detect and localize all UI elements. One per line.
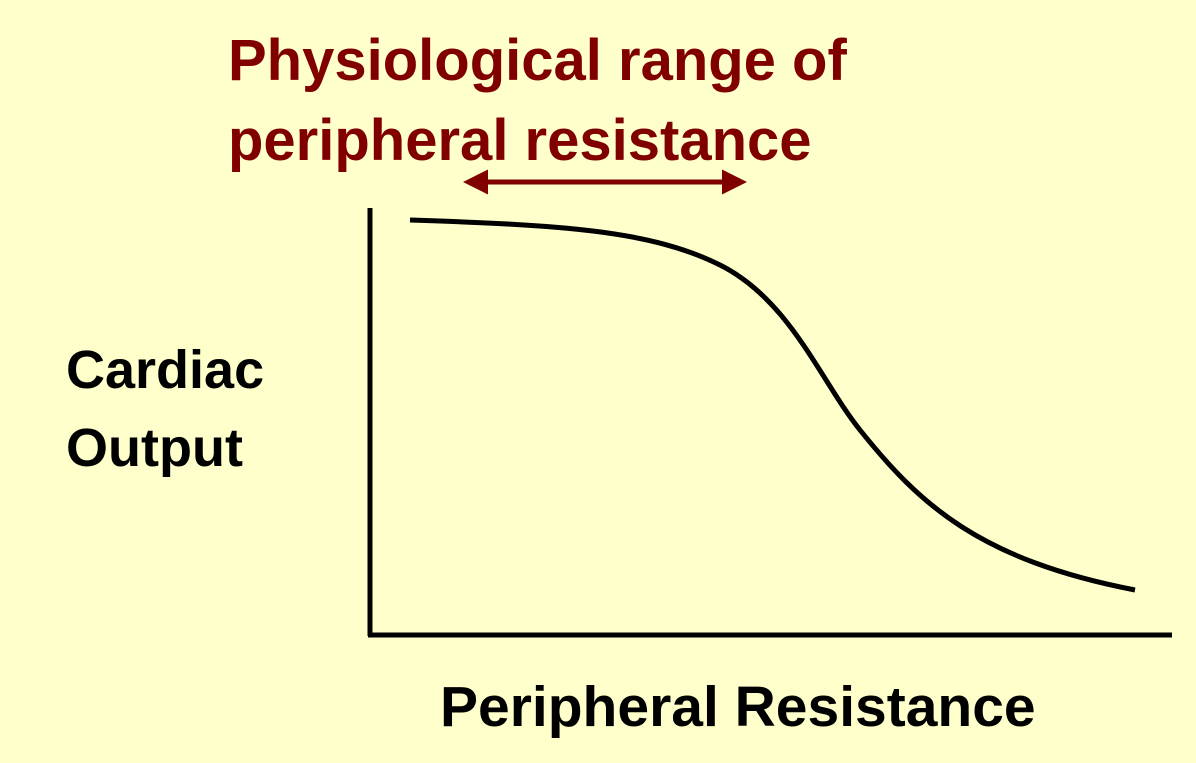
title-line: Physiological range of <box>228 28 847 93</box>
x-label: Peripheral Resistance <box>440 675 1036 739</box>
curve <box>409 217 1136 593</box>
y-label-line: Output <box>66 418 243 478</box>
y-label-line: Cardiac <box>66 340 264 400</box>
title-line: peripheral resistance <box>228 108 812 173</box>
